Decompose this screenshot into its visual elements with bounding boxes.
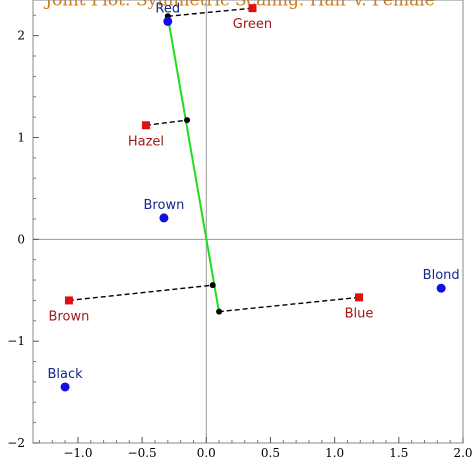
y-tick-label: −2 (7, 436, 25, 450)
square-point (355, 293, 364, 302)
point-label: Brown (49, 309, 90, 324)
square-point (141, 121, 150, 130)
point-label: Green (233, 17, 272, 32)
point-label: Hazel (128, 134, 164, 149)
x-tick-label: −1.0 (63, 446, 92, 460)
y-tick-label: 2 (17, 29, 25, 43)
projection-point (184, 117, 191, 124)
chart-title: Joint Plot: Symmetric Scaling. Hair v. F… (43, 0, 434, 11)
projection-line (167, 7, 253, 17)
square-point (248, 4, 257, 13)
circle-point (159, 213, 169, 223)
point-label: Black (47, 367, 83, 382)
x-tick-label: −0.5 (128, 446, 157, 460)
projection-point (216, 308, 223, 315)
x-tick-label: 1.5 (389, 446, 408, 460)
projection-line (219, 296, 360, 313)
projection-line (145, 119, 188, 126)
x-tick-label: 0.0 (197, 446, 216, 460)
x-tick-label: 2.0 (453, 446, 472, 460)
square-point (64, 296, 73, 305)
y-tick-label: −1 (7, 334, 25, 348)
x-tick-label: 1.0 (325, 446, 344, 460)
point-label: Blue (345, 306, 374, 321)
x-tick-label: 0.5 (261, 446, 280, 460)
point-label: Red (155, 1, 180, 16)
y-tick-label: 0 (17, 232, 25, 246)
point-label: Brown (144, 198, 185, 213)
y-tick-label: 1 (17, 130, 25, 144)
plot-frame (32, 0, 464, 444)
projection-line (68, 284, 213, 302)
circle-point (436, 283, 446, 293)
projection-point (209, 282, 216, 289)
projection-axis-line (166, 16, 221, 313)
circle-point (163, 16, 173, 26)
point-label: Blond (423, 268, 460, 283)
circle-point (60, 382, 70, 392)
